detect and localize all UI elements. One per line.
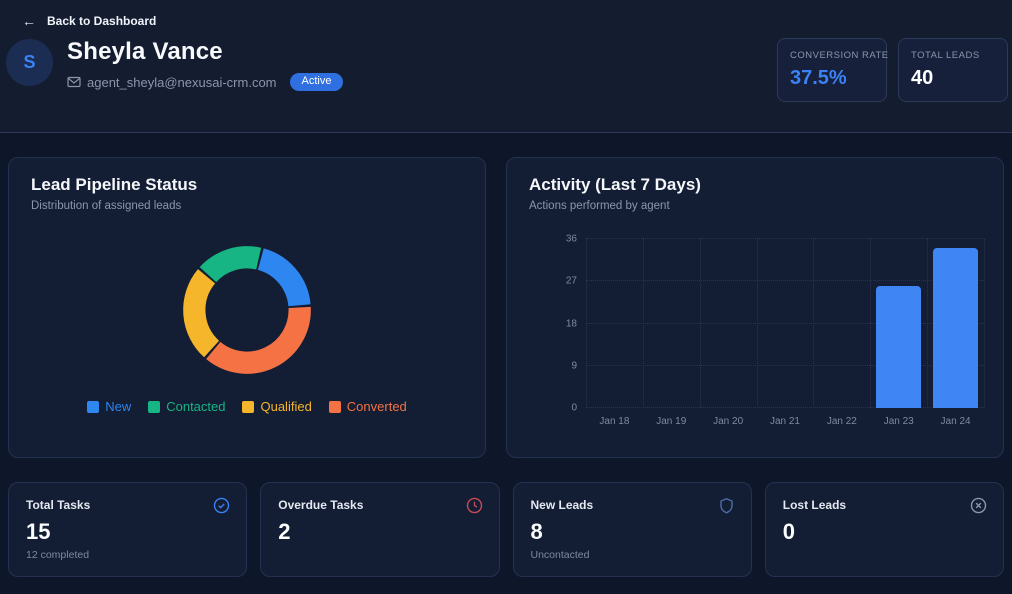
check-circle-icon bbox=[213, 497, 230, 514]
page-title: Sheyla Vance bbox=[67, 38, 223, 65]
lost-leads-title: Lost Leads bbox=[782, 498, 847, 512]
shield-icon bbox=[718, 497, 735, 514]
profile-info: Sheyla Vance agent_sheyla@nexusai-crm.co… bbox=[67, 38, 344, 91]
new-leads-title: New Leads bbox=[530, 498, 594, 512]
x-axis-tick: Jan 21 bbox=[769, 416, 800, 427]
overdue-tasks-value: 2 bbox=[278, 519, 291, 544]
x-axis-tick: Jan 22 bbox=[826, 416, 857, 427]
activity-bar-jan-23 bbox=[875, 285, 922, 408]
lost-leads-value: 0 bbox=[782, 519, 795, 544]
donut-segment-new bbox=[257, 248, 311, 307]
lead-pipeline-card: Lead Pipeline Status Distribution of ass… bbox=[8, 157, 486, 458]
y-axis-tick: 36 bbox=[565, 233, 577, 245]
legend-item-qualified[interactable]: Qualified bbox=[242, 399, 312, 414]
x-gridline bbox=[586, 239, 587, 408]
donut-segment-qualified bbox=[183, 269, 220, 358]
pipeline-legend: New Contacted Qualified Converted bbox=[31, 399, 463, 414]
email-row: agent_sheyla@nexusai-crm.com Active bbox=[67, 73, 344, 91]
main-content: Lead Pipeline Status Distribution of ass… bbox=[0, 133, 1012, 577]
activity-bar-jan-24 bbox=[932, 248, 979, 408]
profile-row: S Sheyla Vance agent_sheyla@nexusai-crm.… bbox=[0, 38, 1012, 102]
y-gridline bbox=[586, 238, 984, 239]
overdue-tasks-card: Overdue Tasks 2 bbox=[260, 482, 500, 577]
overdue-tasks-title: Overdue Tasks bbox=[278, 498, 364, 512]
agent-email: agent_sheyla@nexusai-crm.com bbox=[87, 74, 277, 90]
x-gridline bbox=[699, 239, 701, 408]
activity-plot: 0 9 18 27 36 Jan 18 Jan 19 Jan 20 Jan 21 Jan 22 Ja… bbox=[566, 234, 985, 427]
legend-swatch-icon bbox=[148, 400, 161, 413]
conversion-rate-box: CONVERSION RATE 37.5% bbox=[777, 38, 889, 102]
new-leads-subtitle: Uncontacted bbox=[530, 549, 590, 561]
pipeline-card-subtitle: Distribution of assigned leads bbox=[31, 200, 182, 212]
legend-item-new[interactable]: New bbox=[87, 399, 131, 414]
legend-label: Contacted bbox=[166, 399, 226, 414]
legend-item-converted[interactable]: Converted bbox=[328, 399, 407, 414]
back-to-dashboard-link[interactable]: ← Back to Dashboard bbox=[0, 0, 1012, 28]
x-gridline bbox=[984, 239, 985, 408]
back-label: Back to Dashboard bbox=[47, 14, 157, 28]
header-metrics: CONVERSION RATE 37.5% TOTAL LEADS 40 bbox=[777, 38, 1008, 102]
x-gridline bbox=[756, 239, 758, 408]
legend-label: New bbox=[105, 399, 132, 414]
clock-icon bbox=[466, 497, 483, 514]
donut-wrap bbox=[31, 234, 463, 386]
x-axis-tick: Jan 19 bbox=[656, 416, 687, 427]
x-gridline bbox=[813, 239, 815, 408]
conversion-rate-label: CONVERSION RATE bbox=[790, 50, 889, 61]
legend-item-contacted[interactable]: Contacted bbox=[148, 399, 225, 414]
y-gridline bbox=[586, 407, 984, 408]
new-leads-value: 8 bbox=[530, 519, 543, 544]
legend-swatch-icon bbox=[328, 400, 341, 413]
legend-label: Converted bbox=[346, 399, 407, 414]
back-arrow-icon: ← bbox=[22, 13, 36, 29]
total-tasks-subtitle: 12 completed bbox=[26, 549, 90, 561]
activity-card: Activity (Last 7 Days) Actions performed… bbox=[506, 157, 1004, 458]
profile-header: ← Back to Dashboard S Sheyla Vance agent… bbox=[0, 0, 1012, 133]
x-gridline bbox=[927, 239, 929, 408]
charts-row: Lead Pipeline Status Distribution of ass… bbox=[8, 157, 1004, 458]
conversion-rate-value: 37.5% bbox=[790, 67, 847, 89]
stats-row: Total Tasks 15 12 completed Overdue Task… bbox=[8, 482, 1004, 577]
total-leads-box: TOTAL LEADS 40 bbox=[898, 38, 1008, 102]
x-gridline bbox=[642, 239, 644, 408]
y-gridline bbox=[586, 364, 984, 366]
donut-segment-converted bbox=[206, 306, 311, 374]
y-gridline bbox=[586, 322, 984, 324]
pipeline-card-title: Lead Pipeline Status bbox=[31, 175, 198, 194]
total-leads-value: 40 bbox=[911, 67, 934, 89]
y-axis-tick: 18 bbox=[565, 318, 577, 329]
total-tasks-card: Total Tasks 15 12 completed bbox=[8, 482, 248, 577]
x-circle-icon bbox=[970, 497, 987, 514]
y-axis-tick: 0 bbox=[571, 402, 577, 414]
x-axis-tick: Jan 24 bbox=[940, 416, 971, 427]
pipeline-donut bbox=[183, 246, 311, 374]
x-axis-tick: Jan 23 bbox=[883, 416, 914, 427]
activity-card-title: Activity (Last 7 Days) bbox=[529, 175, 701, 194]
x-gridline bbox=[870, 239, 872, 408]
x-axis-tick: Jan 18 bbox=[599, 416, 630, 427]
envelope-icon bbox=[67, 76, 81, 88]
total-leads-label: TOTAL LEADS bbox=[911, 50, 980, 61]
y-axis-tick: 9 bbox=[571, 360, 577, 372]
legend-swatch-icon bbox=[242, 400, 255, 413]
lost-leads-card: Lost Leads 0 bbox=[764, 482, 1004, 577]
legend-label: Qualified bbox=[260, 399, 312, 414]
avatar: S bbox=[6, 39, 53, 86]
total-tasks-value: 15 bbox=[26, 519, 51, 544]
x-axis-tick: Jan 20 bbox=[713, 416, 744, 427]
total-tasks-title: Total Tasks bbox=[26, 498, 91, 512]
donut-segment-contacted bbox=[199, 246, 262, 283]
y-axis-tick: 27 bbox=[565, 275, 577, 287]
y-gridline bbox=[586, 280, 984, 282]
new-leads-card: New Leads 8 Uncontacted bbox=[512, 482, 752, 577]
activity-card-subtitle: Actions performed by agent bbox=[529, 200, 670, 212]
status-badge: Active bbox=[289, 73, 344, 91]
legend-swatch-icon bbox=[87, 400, 100, 413]
